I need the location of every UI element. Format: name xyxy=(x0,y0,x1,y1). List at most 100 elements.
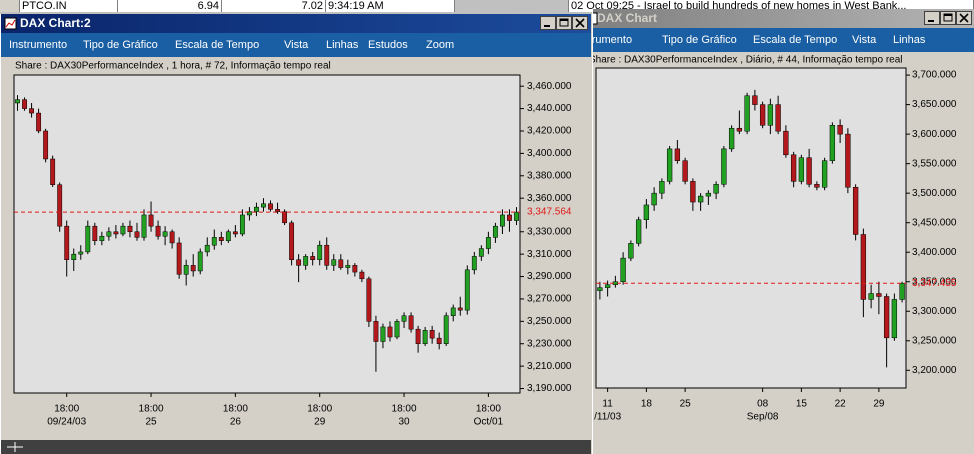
candle-body xyxy=(197,251,203,272)
candle-body xyxy=(852,187,859,235)
x-tick-sublabel: 25 xyxy=(145,417,157,428)
y-tick-label: 3,450.000 xyxy=(912,217,957,228)
menu-item[interactable]: Vista xyxy=(284,39,309,51)
window-buttons[interactable] xyxy=(540,16,588,31)
candle-body xyxy=(247,211,252,216)
y-tick-label: 3,210.000 xyxy=(527,361,572,372)
y-tick-label: 3,380.000 xyxy=(527,170,572,181)
candle-body xyxy=(876,293,882,297)
candle-body xyxy=(464,269,470,311)
x-tick-label: 18:00 xyxy=(54,404,79,415)
candle-body xyxy=(22,99,27,109)
candle-body xyxy=(666,148,673,182)
candle-body xyxy=(829,125,836,161)
menu-item[interactable]: Instrumento xyxy=(593,34,633,46)
candle-body xyxy=(429,330,435,339)
x-tick-label: 18:00 xyxy=(139,404,164,415)
candle-body xyxy=(394,321,400,338)
menu-item[interactable]: Instrumento xyxy=(9,39,68,51)
x-tick-sublabel: 29 xyxy=(314,417,326,428)
x-tick-sublabel: Sep/08 xyxy=(747,412,779,423)
menu-item[interactable]: Vista xyxy=(852,34,877,46)
candle-body xyxy=(225,231,231,241)
crosshair-icon[interactable] xyxy=(5,441,25,453)
x-tick-label: 29 xyxy=(873,399,885,410)
candle-body xyxy=(261,203,266,208)
status-strip xyxy=(1,440,591,454)
x-tick-label: 18:00 xyxy=(307,404,332,415)
candle-body xyxy=(682,160,688,182)
candle-body xyxy=(92,225,98,241)
y-tick-label: 3,460.000 xyxy=(527,81,572,92)
candle-body xyxy=(345,265,351,268)
menu-item[interactable]: Tipo de Gráfico xyxy=(83,39,158,51)
candle-body xyxy=(415,328,421,344)
candle-body xyxy=(310,256,316,261)
candle-body xyxy=(422,330,428,344)
candle-body xyxy=(478,248,484,257)
bid-cell: 6.94 xyxy=(118,0,222,12)
menu-item[interactable]: Linhas xyxy=(893,34,926,46)
candle-body xyxy=(169,231,175,244)
candle-body xyxy=(380,326,386,342)
candle-body xyxy=(36,112,42,132)
candle-body xyxy=(387,326,393,338)
y-tick-label: 3,550.000 xyxy=(912,158,957,169)
y-tick-label: 3,500.000 xyxy=(912,188,957,199)
candle-body xyxy=(296,259,302,266)
candle-body xyxy=(268,203,273,210)
title-bar: DAX Chart:2 xyxy=(1,14,591,33)
chart: Share : DAX30PerformanceIndex , 1 hora, … xyxy=(13,61,572,428)
candle-body xyxy=(218,237,224,241)
x-tick-label: 08 xyxy=(757,399,769,410)
candle-body xyxy=(359,271,365,280)
candle-body xyxy=(289,222,295,261)
menu-item[interactable]: Escala de Tempo xyxy=(753,34,838,46)
window-title: DAX Chart xyxy=(597,11,658,25)
y-tick-label: 3,400.000 xyxy=(912,247,957,258)
candle-body xyxy=(798,157,805,182)
chart-subtitle: Share : DAX30PerformanceIndex , Diário, … xyxy=(593,55,903,66)
y-tick-label: 3,310.000 xyxy=(527,249,572,260)
candle-body xyxy=(744,95,750,132)
y-tick-label: 3,600.000 xyxy=(912,129,957,140)
candle-body xyxy=(759,104,766,126)
candle-body xyxy=(604,284,611,288)
x-tick-sublabel: Oct/01 xyxy=(474,417,504,428)
y-tick-label: 3,200.000 xyxy=(912,365,957,376)
candle-body xyxy=(868,293,874,300)
menu-item[interactable]: Zoom xyxy=(426,39,455,51)
menu-item[interactable]: Tipo de Gráfico xyxy=(662,34,737,46)
candle-body xyxy=(15,99,20,104)
x-tick-sublabel: 30 xyxy=(398,417,410,428)
ask-cell: 7.02 xyxy=(222,0,326,12)
y-tick-label: 3,250.000 xyxy=(912,335,957,346)
x-tick-label: 22 xyxy=(835,399,847,410)
menu-item[interactable]: Estudos xyxy=(368,39,408,51)
x-tick-label: 15 xyxy=(796,399,808,410)
time-cell: 9:34:19 AM xyxy=(326,0,455,12)
y-tick-label: 3,330.000 xyxy=(527,226,572,237)
candle-body xyxy=(120,225,126,235)
candle-body xyxy=(651,192,657,206)
menu-item[interactable]: Linhas xyxy=(326,39,359,51)
candle-body xyxy=(443,315,449,344)
title-bar: DAX Chart xyxy=(593,9,974,28)
candle-body xyxy=(767,104,774,126)
menu-item[interactable]: Escala de Tempo xyxy=(175,39,260,51)
candle-body xyxy=(176,242,182,275)
menu-bar: Instrumento Tipo de Gráfico Escala de Temp… xyxy=(593,28,974,52)
candle-body xyxy=(883,296,890,339)
candle-body xyxy=(408,315,414,330)
symbol-cell[interactable]: PTCO.IN xyxy=(20,0,118,12)
candle-body xyxy=(620,257,626,282)
chart-window: DAX Chart:2 Instrumento Tipo de Gráfico Es… xyxy=(0,14,591,454)
candle-body xyxy=(500,214,505,227)
candle-body xyxy=(254,206,259,212)
candle-body xyxy=(471,256,477,271)
candle-body xyxy=(783,130,789,156)
window-buttons[interactable] xyxy=(924,11,972,26)
candle-body xyxy=(436,337,442,344)
y-tick-label: 3,230.000 xyxy=(527,338,572,349)
